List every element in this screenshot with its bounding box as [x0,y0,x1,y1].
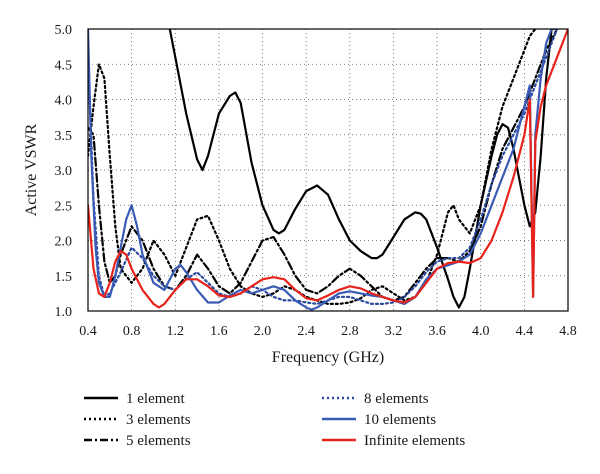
x-tick-label: 0.8 [123,324,141,339]
y-axis-title: Active VSWR [23,123,40,216]
x-tick-label: 1.2 [167,324,185,339]
x-tick-label: 2.8 [341,324,359,339]
x-tick-label: 3.2 [385,324,403,339]
y-tick-label: 4.5 [55,58,73,73]
plot-frame [87,28,569,312]
legend-label: 8 elements [364,391,429,407]
x-axis-tick-labels: 0.4 0.8 1.2 1.6 2.0 2.4 2.8 3.2 3.6 4.0 4.4 4.8 [79,324,577,339]
y-tick-label: 2.5 [55,199,73,214]
legend-entry: 3 elements [84,412,191,428]
y-tick-label: 4.0 [55,94,73,109]
y-tick-label: 5.0 [55,23,73,38]
legend-entry: 5 elements [84,433,191,449]
x-tick-label: 0.4 [79,324,97,339]
legend-label: 3 elements [126,412,191,428]
series-line-4 [88,29,559,311]
x-tick-label: 4.8 [559,324,577,339]
y-tick-label: 3.5 [55,129,73,144]
series-line-2 [88,29,559,302]
legend-entry: 8 elements [322,391,429,407]
series-line-1 [88,29,537,305]
x-tick-label: 1.6 [210,324,228,339]
x-tick-label: 2.0 [254,324,272,339]
y-axis-tick-labels: 1.0 1.5 2.0 2.5 3.0 3.5 4.0 4.5 5.0 [55,23,73,320]
y-tick-label: 1.5 [55,270,73,285]
x-tick-label: 2.4 [297,324,315,339]
legend-entry: Infinite elements [322,433,465,449]
x-tick-label: 4.4 [516,324,534,339]
legend: 1 element 3 elements 5 elements 8 elements 1… [84,391,465,449]
series-lines [88,29,568,311]
legend-label: Infinite elements [364,433,465,449]
series-line-3 [88,29,559,305]
series-line-0 [168,29,553,309]
plot-border [87,28,569,312]
legend-label: 10 elements [364,412,436,428]
series-line-5 [88,29,568,309]
legend-entry: 10 elements [322,412,436,428]
x-axis-title: Frequency (GHz) [272,349,384,366]
y-tick-label: 3.0 [55,164,73,179]
x-tick-label: 3.6 [428,324,446,339]
y-tick-label: 2.0 [55,235,73,250]
legend-label: 1 element [126,391,186,407]
legend-label: 5 elements [126,433,191,449]
x-tick-label: 4.0 [472,324,490,339]
legend-entry: 1 element [84,391,186,407]
y-tick-label: 1.0 [55,305,73,320]
